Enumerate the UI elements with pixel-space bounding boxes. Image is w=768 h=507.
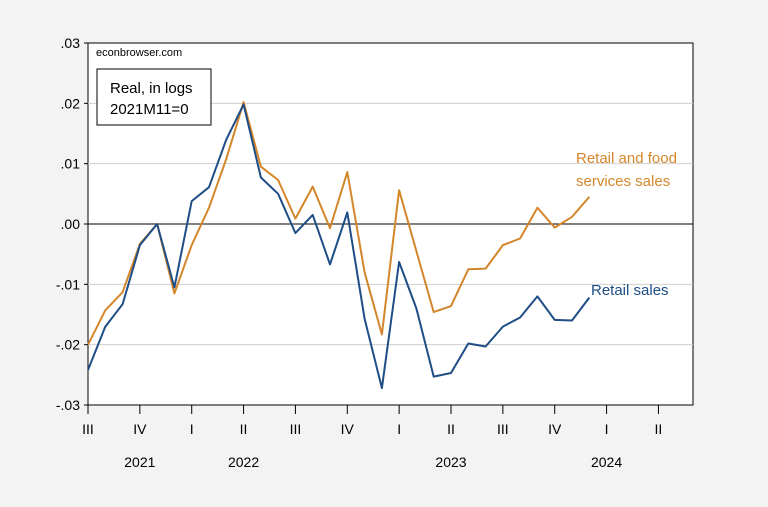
x-quarter-label: II <box>655 421 663 437</box>
series-labels: Retail and food services sales Retail sa… <box>576 150 677 299</box>
x-quarter-label: I <box>190 421 194 437</box>
series-label-retail-food-line-2: services sales <box>576 173 670 190</box>
x-quarter-label: II <box>240 421 248 437</box>
x-quarter-label: II <box>447 421 455 437</box>
series-label-retail: Retail sales <box>591 282 669 299</box>
y-tick-label: -.03 <box>56 397 80 413</box>
x-year-label: 2021 <box>124 454 155 470</box>
x-quarter-label: I <box>397 421 401 437</box>
x-quarter-label: IV <box>341 421 355 437</box>
note-line-2: 2021M11=0 <box>110 101 189 118</box>
y-tick-label: .02 <box>61 95 81 111</box>
y-tick-label: .00 <box>61 216 81 232</box>
note-line-1: Real, in logs <box>110 80 193 97</box>
x-quarter-label: IV <box>133 421 147 437</box>
x-quarter-label: III <box>82 421 94 437</box>
series-label-retail-food-line-1: Retail and food <box>576 150 677 167</box>
watermark: econbrowser.com <box>96 47 182 59</box>
x-year-label: 2024 <box>591 454 622 470</box>
x-year-label: 2023 <box>435 454 466 470</box>
x-quarter-label: III <box>290 421 302 437</box>
x-quarter-label: IV <box>548 421 562 437</box>
series-line-retail <box>87 103 591 390</box>
y-axis: .03 .02 .01 .00 -.01 -.02 -.03 <box>56 35 88 413</box>
x-quarter-label: I <box>605 421 609 437</box>
x-quarter-label: III <box>497 421 509 437</box>
series-line-retail-food <box>87 101 591 346</box>
y-tick-label: -.01 <box>56 276 80 292</box>
y-tick-label: -.02 <box>56 337 80 353</box>
y-tick-label: .03 <box>61 35 81 51</box>
note-box <box>96 68 212 126</box>
x-year-label: 2022 <box>228 454 259 470</box>
series-lines <box>87 101 591 390</box>
y-tick-label: .01 <box>61 156 81 172</box>
